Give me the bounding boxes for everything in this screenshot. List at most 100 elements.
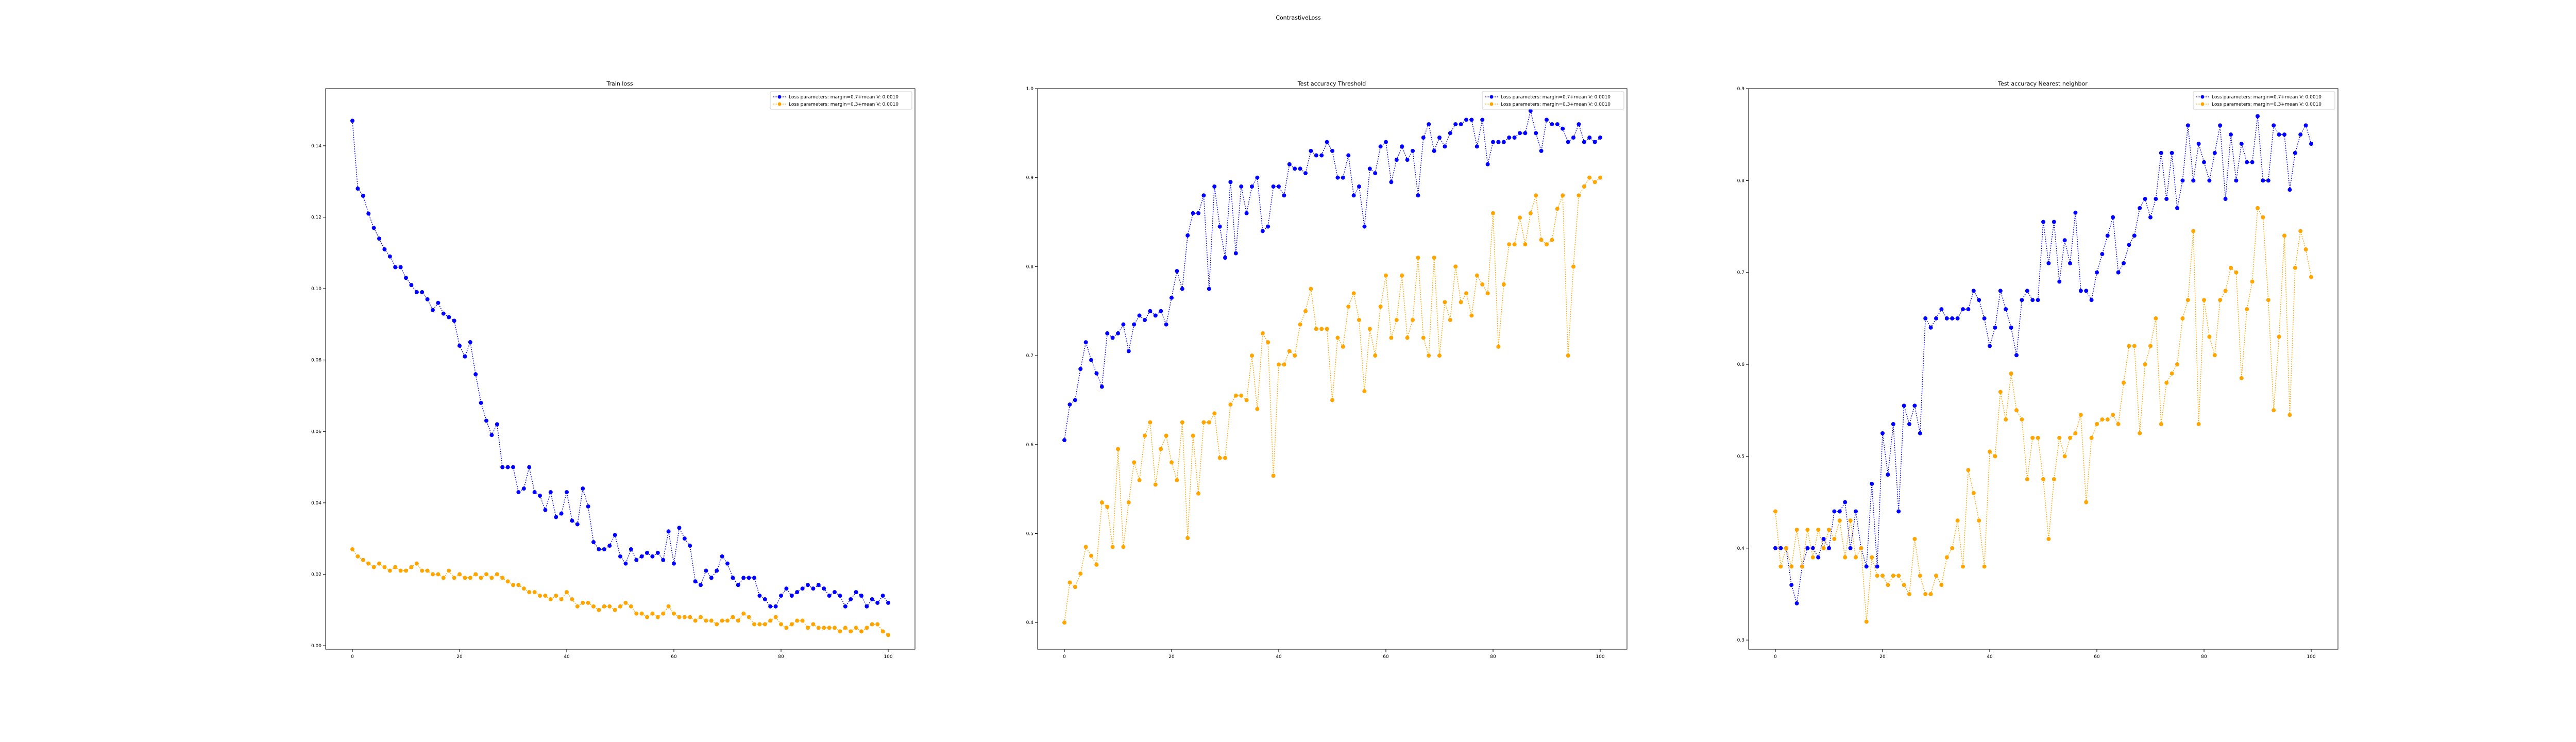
data-point xyxy=(361,558,365,562)
data-point xyxy=(1555,207,1560,211)
data-point xyxy=(682,536,687,541)
data-point xyxy=(2164,380,2169,385)
data-point xyxy=(2154,197,2158,201)
data-point xyxy=(532,490,537,495)
data-point xyxy=(1966,468,1971,473)
data-point xyxy=(859,594,863,598)
data-point xyxy=(1089,358,1093,362)
data-point xyxy=(2191,178,2196,183)
data-point xyxy=(2052,220,2056,224)
x-tick-label: 20 xyxy=(456,654,463,660)
data-point xyxy=(1912,403,1917,408)
data-point xyxy=(1319,327,1324,331)
data-point xyxy=(1598,175,1602,180)
data-point xyxy=(1384,273,1388,278)
legend-label: Loss parameters: margin=0.7+mean V: 0.00… xyxy=(1501,95,1611,100)
data-point xyxy=(2196,142,2201,146)
data-point xyxy=(1175,478,1179,482)
data-point xyxy=(833,626,837,630)
data-point xyxy=(1367,166,1372,171)
data-point xyxy=(795,590,800,595)
data-point xyxy=(2132,233,2137,238)
data-point xyxy=(2025,289,2029,293)
data-point xyxy=(1832,509,1837,514)
data-point xyxy=(747,576,751,580)
data-point xyxy=(1971,289,1976,293)
data-point xyxy=(441,311,446,316)
data-point xyxy=(559,597,564,601)
data-point xyxy=(1143,433,1147,438)
data-point xyxy=(1528,109,1533,113)
data-point xyxy=(677,526,682,530)
data-point xyxy=(1977,518,1981,523)
data-point xyxy=(463,576,467,580)
data-point xyxy=(2138,206,2142,210)
y-tick-label: 0.14 xyxy=(311,144,321,149)
data-point xyxy=(382,565,387,569)
data-point xyxy=(661,558,666,562)
axes-border xyxy=(1748,88,2338,650)
data-point xyxy=(2266,298,2270,302)
data-point xyxy=(2009,371,2013,376)
data-point xyxy=(1464,117,1468,122)
y-tick-label: 0.6 xyxy=(1026,443,1034,448)
data-point xyxy=(1545,117,1549,122)
data-point xyxy=(473,372,478,377)
data-point xyxy=(570,597,574,601)
y-tick-label: 0.8 xyxy=(1026,264,1034,269)
data-point xyxy=(768,618,773,623)
data-point xyxy=(806,583,810,587)
legend-box xyxy=(1482,91,1624,110)
x-tick-label: 80 xyxy=(2201,654,2207,660)
data-point xyxy=(2256,114,2260,119)
data-point xyxy=(1233,393,1238,398)
data-point xyxy=(1518,215,1522,220)
data-point xyxy=(1298,166,1302,171)
data-point xyxy=(575,604,580,609)
data-point xyxy=(1201,420,1206,425)
data-point xyxy=(1099,500,1104,505)
data-point xyxy=(382,247,387,251)
data-point xyxy=(1896,509,1901,514)
data-point xyxy=(1159,447,1163,451)
data-point xyxy=(843,626,848,630)
data-point xyxy=(2122,261,2126,265)
data-point xyxy=(661,611,666,616)
data-point xyxy=(2175,206,2179,210)
data-point xyxy=(1939,307,1944,312)
data-point xyxy=(1309,286,1313,291)
data-point xyxy=(2089,298,2094,302)
data-point xyxy=(1448,318,1452,323)
axes-frame: 0 20 40 60 80 100 0.4 0.5 0.6 0.7 0.8 0.9 1.0 xyxy=(1026,87,1628,660)
legend-box xyxy=(2193,91,2335,110)
data-point xyxy=(1545,242,1549,247)
data-point xyxy=(843,604,848,609)
data-point xyxy=(538,494,542,498)
data-point xyxy=(366,211,371,216)
data-point xyxy=(2256,206,2260,210)
data-point xyxy=(1437,135,1442,140)
legend: Loss parameters: margin=0.7+mean V: 0.00… xyxy=(1482,91,1624,110)
data-point xyxy=(757,622,762,627)
data-point xyxy=(377,561,381,566)
data-point xyxy=(1939,583,1944,587)
data-point xyxy=(1934,574,1938,578)
data-point xyxy=(2052,477,2056,482)
data-point xyxy=(811,586,816,591)
data-point xyxy=(1902,403,1906,408)
data-point xyxy=(1073,585,1077,589)
data-point xyxy=(720,618,724,623)
data-point xyxy=(672,561,676,566)
data-point xyxy=(1228,402,1233,407)
data-point xyxy=(393,565,398,569)
data-point xyxy=(1228,180,1233,184)
data-point xyxy=(2298,229,2303,233)
data-point xyxy=(505,579,510,584)
data-point xyxy=(350,119,354,123)
x-tick-label: 0 xyxy=(1063,654,1066,660)
data-point xyxy=(757,594,762,598)
data-point xyxy=(1282,193,1286,198)
legend-marker xyxy=(777,95,782,99)
data-point xyxy=(570,518,574,523)
data-point xyxy=(838,629,842,634)
